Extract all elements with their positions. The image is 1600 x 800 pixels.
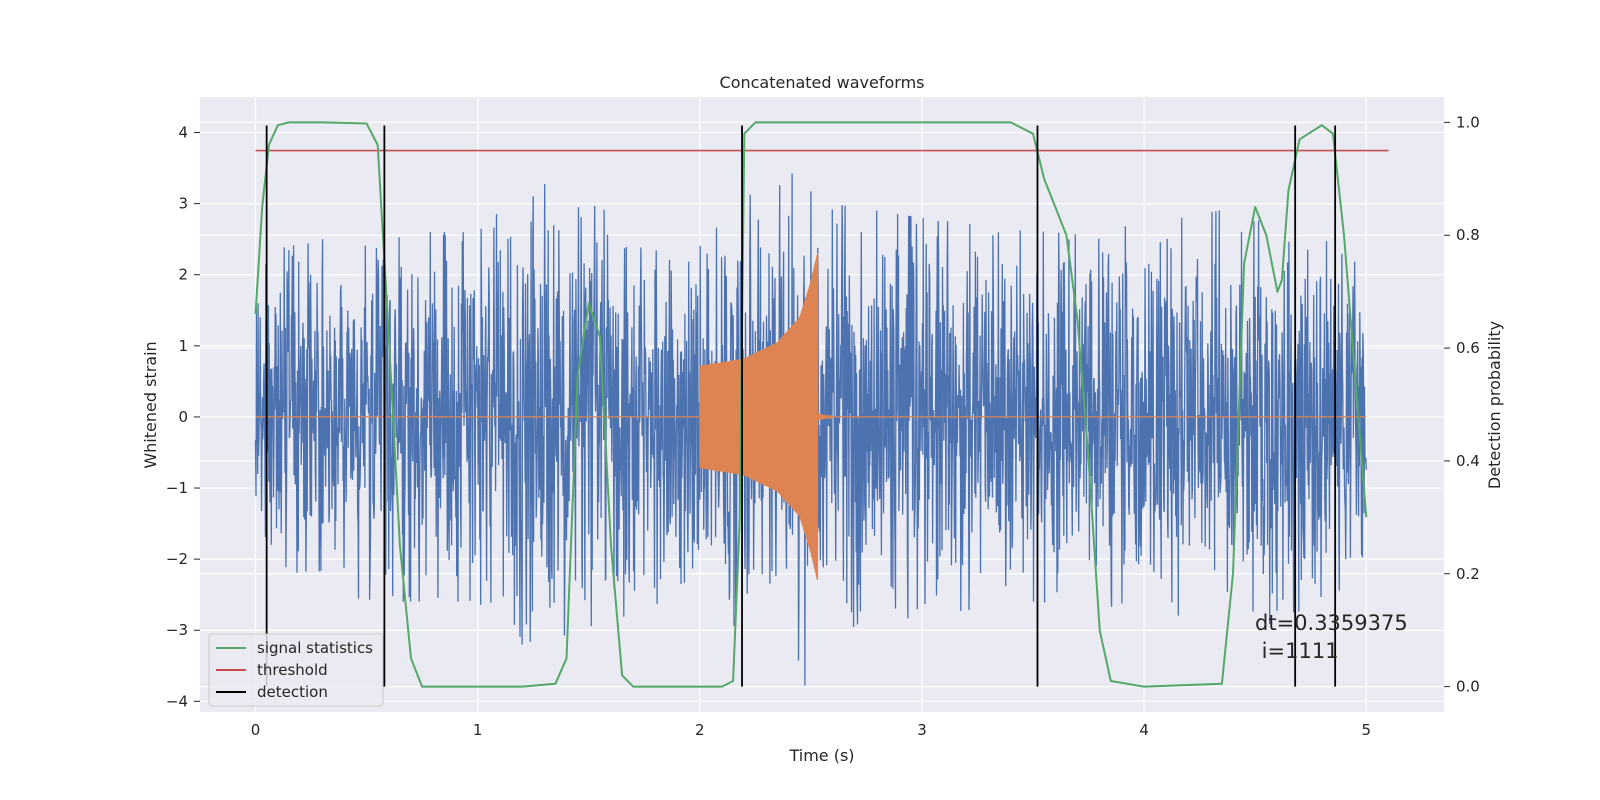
y2-tick-label: 0.8: [1456, 226, 1480, 244]
y-tick-label: −3: [166, 621, 188, 639]
x-tick-label: 5: [1361, 721, 1371, 739]
y2-tick-label: 0.0: [1456, 678, 1480, 696]
annotation-i: i=1111: [1255, 639, 1339, 663]
y2-axis-label: Detection probability: [1485, 321, 1504, 489]
x-tick-label: 4: [1139, 721, 1149, 739]
legend: signal statistics threshold detection: [208, 633, 384, 707]
y-tick-label: −4: [166, 692, 188, 710]
y-tick-label: −2: [166, 550, 188, 568]
y-tick-label: −1: [166, 479, 188, 497]
chart-title: Concatenated waveforms: [720, 73, 925, 92]
series-waveform-line: [255, 253, 1367, 580]
x-tick-label: 1: [473, 721, 483, 739]
x-tick-label: 2: [695, 721, 705, 739]
plot-series: [254, 121, 1389, 688]
y-axis-label: Whitened strain: [141, 341, 160, 468]
annotation-dt: dt=0.3359375: [1255, 611, 1408, 635]
x-tick-label: 3: [917, 721, 927, 739]
y-tick-label: 0: [178, 408, 188, 426]
legend-box: [208, 633, 384, 707]
x-tick-label: 0: [251, 721, 261, 739]
ticks: 0 1 2 3 4 5 4 3 2 1 0 −1 −2 −3 −4 1.0 0.8 0.6 0.4 0.2 0.0: [166, 113, 1480, 739]
y2-tick-label: 0.4: [1456, 452, 1480, 470]
series-noise-line: [254, 173, 1367, 686]
legend-label-threshold: threshold: [257, 661, 328, 679]
y-tick-label: 1: [178, 337, 188, 355]
legend-label-signal: signal statistics: [257, 639, 373, 657]
legend-label-detection: detection: [257, 683, 328, 701]
y2-tick-label: 0.2: [1456, 565, 1480, 583]
x-axis-label: Time (s): [788, 746, 854, 765]
y2-tick-label: 1.0: [1456, 113, 1480, 131]
y2-tick-label: 0.6: [1456, 339, 1480, 357]
y-tick-label: 2: [178, 266, 188, 284]
y-tick-label: 3: [178, 195, 188, 213]
y-tick-label: 4: [178, 124, 188, 142]
